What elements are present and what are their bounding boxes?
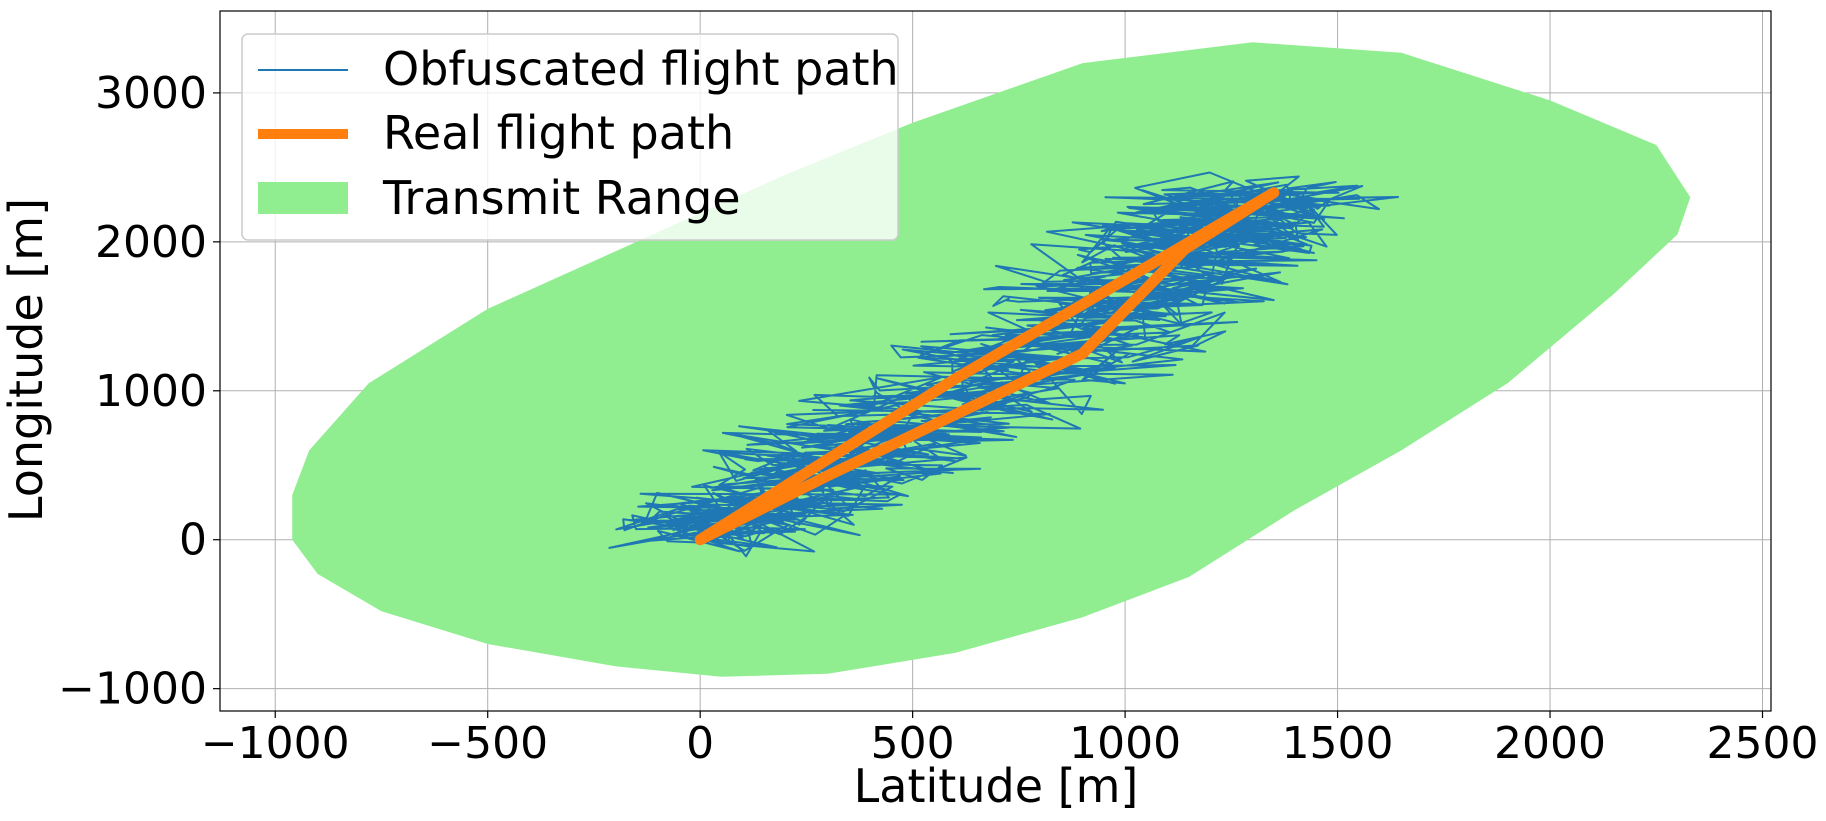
x-tick-label: 1000 xyxy=(1069,718,1181,769)
legend-label-range: Transmit Range xyxy=(382,171,741,225)
y-tick-label: 3000 xyxy=(95,68,207,119)
legend-box xyxy=(241,33,899,241)
x-axis-label: Latitude [m] xyxy=(854,759,1139,813)
x-tick-label: 1500 xyxy=(1282,718,1394,769)
x-tick-label: −1000 xyxy=(201,718,350,769)
x-tick-label: 500 xyxy=(871,718,955,769)
y-axis-label: Longitude [m] xyxy=(0,198,53,522)
y-tick-label: 1000 xyxy=(95,366,207,417)
x-tick-label: −500 xyxy=(427,718,548,769)
real-flight-path xyxy=(694,187,1280,546)
y-tick-label: 0 xyxy=(179,515,207,566)
legend: Obfuscated flight path Real flight path … xyxy=(241,33,899,241)
y-tick-label: 2000 xyxy=(95,217,207,268)
legend-label-obfuscated: Obfuscated flight path xyxy=(383,42,899,96)
legend-label-real: Real flight path xyxy=(383,106,734,160)
axis-ticks: −1000 −500 0 500 1000 1500 2000 2500 −1000 0 1000 2… xyxy=(58,68,1818,769)
legend-swatch-range xyxy=(258,182,348,214)
x-tick-label: 2000 xyxy=(1494,718,1606,769)
plot-frame xyxy=(219,10,1772,712)
plot-area xyxy=(292,42,1691,677)
x-tick-label: 2500 xyxy=(1707,718,1819,769)
y-tick-label: −1000 xyxy=(58,664,207,715)
x-tick-label: 0 xyxy=(686,718,714,769)
